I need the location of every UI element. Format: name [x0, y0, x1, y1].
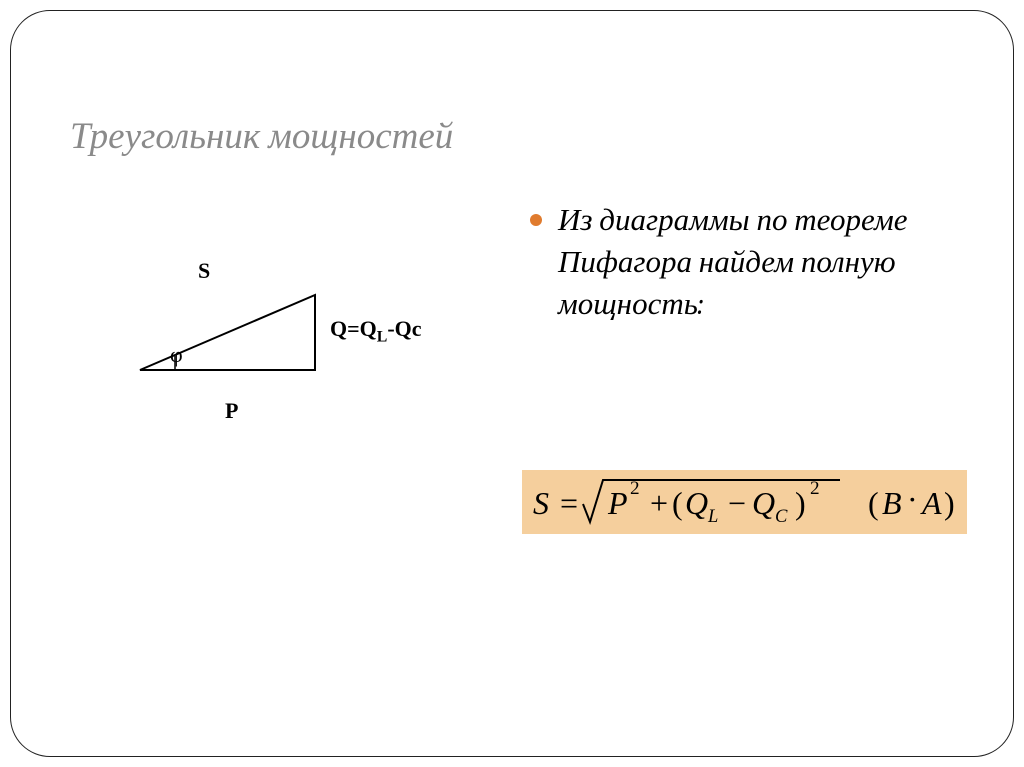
bullet-dot-icon — [530, 214, 542, 226]
power-triangle-diagram: S Q=QL-Qc P φ — [120, 240, 470, 440]
bullet-block: Из диаграммы по теореме Пифагора найдем … — [530, 200, 960, 326]
title-text: Треугольник мощностей — [70, 116, 453, 158]
label-q-tail: -Qc — [387, 316, 421, 341]
svg-text:A: A — [920, 485, 942, 521]
svg-text:L: L — [707, 506, 718, 527]
svg-text:S: S — [533, 485, 549, 521]
svg-text:2: 2 — [630, 478, 640, 499]
svg-text:·: · — [907, 481, 918, 517]
label-phi: φ — [170, 342, 183, 368]
svg-text:): ) — [795, 485, 806, 521]
label-s: S — [198, 258, 210, 284]
svg-text:P: P — [607, 485, 628, 521]
svg-text:+: + — [650, 485, 668, 521]
svg-text:Q: Q — [752, 485, 775, 521]
svg-text:(: ( — [672, 485, 683, 521]
formula-box: S=P2+(QL−QC)2(B·A) — [522, 470, 967, 534]
label-p: P — [225, 398, 238, 424]
slide: Треугольник мощностей S Q=QL-Qc P φ Из д… — [0, 0, 1024, 767]
svg-text:−: − — [728, 485, 746, 521]
label-q-sub: L — [377, 328, 388, 345]
svg-text:B: B — [882, 485, 902, 521]
label-q-main: Q=Q — [330, 316, 377, 341]
label-q: Q=QL-Qc — [330, 316, 422, 346]
svg-text:2: 2 — [810, 478, 820, 499]
formula-svg: S=P2+(QL−QC)2(B·A) — [528, 472, 967, 532]
svg-text:=: = — [560, 485, 578, 521]
svg-text:(: ( — [868, 485, 879, 521]
svg-text:Q: Q — [685, 485, 708, 521]
svg-text:): ) — [944, 485, 955, 521]
svg-text:C: C — [775, 506, 788, 527]
bullet-text: Из диаграммы по теореме Пифагора найдем … — [558, 200, 960, 326]
page-title: Треугольник мощностей — [70, 115, 453, 158]
